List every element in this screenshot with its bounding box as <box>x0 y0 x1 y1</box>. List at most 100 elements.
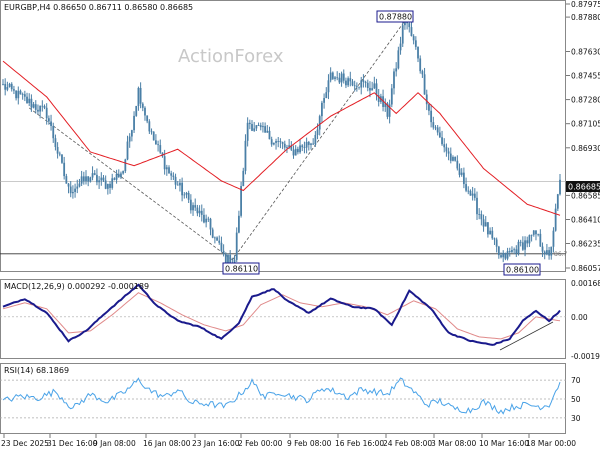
candle-body <box>504 252 507 259</box>
candle-body <box>310 143 312 145</box>
candle-body <box>366 82 369 88</box>
candle-body <box>23 94 26 97</box>
candle-body <box>244 140 247 171</box>
candle-body <box>176 184 179 186</box>
candle-body <box>104 180 107 189</box>
candle-body <box>327 80 330 93</box>
time-tick-label: 23 Jan 16:00 <box>192 439 240 448</box>
candle-body <box>266 130 269 133</box>
candle-body <box>390 88 393 105</box>
candle-body <box>408 23 411 28</box>
candle-body <box>198 210 201 214</box>
candle-body <box>436 127 439 133</box>
candle-body <box>362 80 365 82</box>
candle-body <box>521 242 524 250</box>
candle-body <box>115 173 118 180</box>
candle-body <box>240 186 242 216</box>
candle-body <box>26 96 28 104</box>
candle-body <box>554 208 557 231</box>
candle-body <box>469 190 472 196</box>
candle-body <box>373 83 376 89</box>
pivot-high-box <box>376 10 414 23</box>
candle-body <box>257 125 260 126</box>
candle-body <box>47 118 50 122</box>
candle-body <box>93 173 96 175</box>
candle-body <box>340 73 343 83</box>
candle-body <box>155 140 157 145</box>
candle-body <box>113 178 116 180</box>
price-gridlines <box>0 181 566 255</box>
rsi-tick-label: 50 <box>571 395 581 404</box>
candle-body <box>65 176 68 184</box>
rsi-tick-label: 70 <box>571 376 581 385</box>
candle-body <box>17 90 20 99</box>
candle-body <box>443 144 446 148</box>
candle-body <box>235 232 238 260</box>
candle-body <box>98 180 101 183</box>
candle-body <box>106 183 109 189</box>
candle-body <box>314 134 317 145</box>
pivot-low2-box <box>503 263 541 276</box>
candle-body <box>393 71 395 89</box>
time-tick-label: 9 Feb 08:00 <box>287 439 332 448</box>
candle-body <box>146 115 149 122</box>
candle-body <box>71 191 74 194</box>
candle-body <box>347 78 350 86</box>
candle-body <box>194 205 197 208</box>
candle-body <box>61 154 63 163</box>
candle-body <box>556 194 559 209</box>
candle-body <box>85 176 87 182</box>
candle-body <box>471 193 474 196</box>
candle-body <box>100 177 103 181</box>
candle-body <box>218 240 221 243</box>
candle-body <box>216 237 218 241</box>
candle-body <box>395 68 398 72</box>
candle-body <box>465 184 467 191</box>
candle-body <box>517 241 520 254</box>
candle-body <box>301 145 304 148</box>
candle-body <box>430 110 433 123</box>
candle-body <box>412 36 415 41</box>
candle-body <box>495 239 498 247</box>
candle-body <box>491 230 494 239</box>
candle-body <box>185 192 188 195</box>
candle-body <box>19 90 22 95</box>
candle-body <box>2 83 4 85</box>
candle-body <box>438 132 441 138</box>
candle-body <box>386 103 389 117</box>
candle-body <box>259 125 262 128</box>
candle-body <box>497 246 500 256</box>
candle-body <box>139 87 142 104</box>
candle-body <box>312 143 315 145</box>
candle-body <box>349 78 352 82</box>
candle-body <box>130 130 133 137</box>
candle-body <box>290 145 293 150</box>
candle-body <box>397 50 400 69</box>
candle-body <box>30 98 33 108</box>
price-tick-label: 0.86585 <box>571 191 600 200</box>
candle-body <box>526 240 529 244</box>
candle-body <box>262 126 264 128</box>
candle-body <box>37 109 39 112</box>
candle-body <box>32 104 35 108</box>
candle-body <box>200 210 203 215</box>
candle-body <box>82 176 85 182</box>
candle-body <box>487 222 489 235</box>
pivot-low1-label: 0.86110 <box>225 265 258 274</box>
candle-body <box>109 183 111 188</box>
candle-body <box>519 241 522 243</box>
price-tick-label: 0.86057 <box>571 264 600 273</box>
candle-body <box>441 137 443 145</box>
candle-body <box>456 160 459 169</box>
current-price-label: 0.86685 <box>568 183 600 192</box>
candle-body <box>281 142 284 144</box>
candle-body <box>480 214 483 220</box>
candle-body <box>375 83 378 96</box>
candle-body <box>511 250 513 252</box>
candle-body <box>532 230 535 235</box>
price-tick-label: 0.86930 <box>571 144 600 153</box>
candle-body <box>43 106 46 108</box>
price-tick-label: 0.87975 <box>571 0 600 9</box>
pivot-low2-label: 0.86100 <box>506 266 539 275</box>
